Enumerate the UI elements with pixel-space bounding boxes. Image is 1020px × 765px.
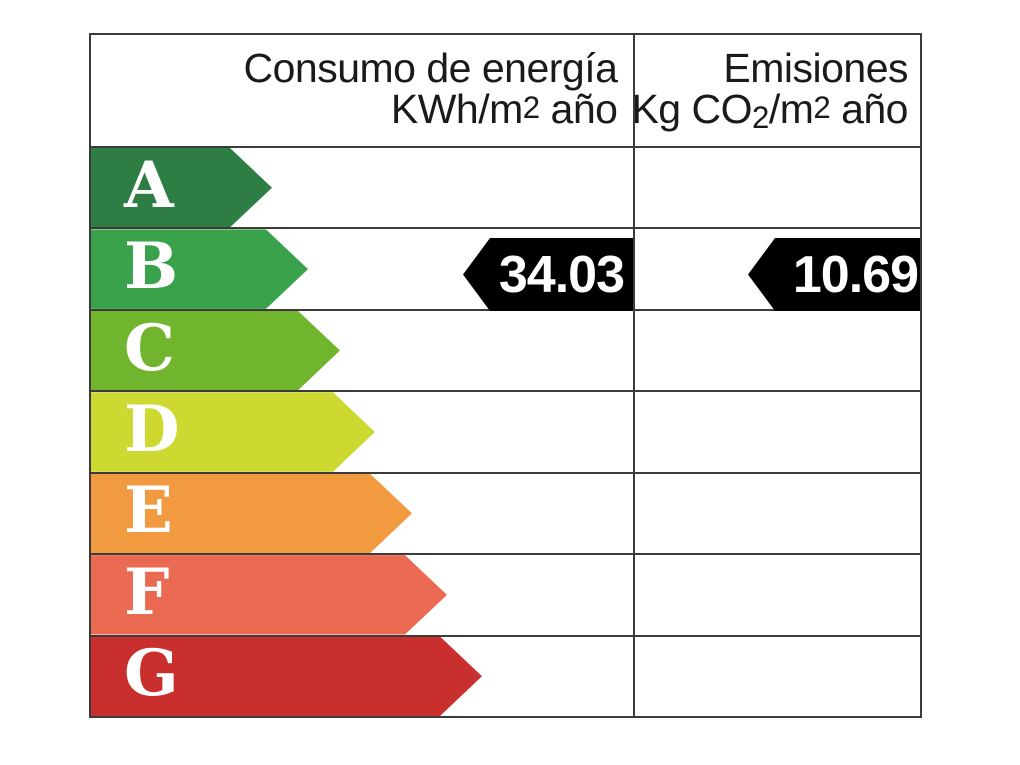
rating-row-c: C <box>91 308 920 390</box>
rating-arrow-g: G <box>91 637 482 716</box>
rating-row-a: A <box>91 146 920 227</box>
column-divider <box>633 35 635 716</box>
rating-row-f: F <box>91 553 920 634</box>
rating-row-e: E <box>91 471 920 553</box>
rating-arrow-f: F <box>91 555 447 634</box>
rating-letter-d: D <box>124 391 180 467</box>
emissions-header-line1: Emisiones <box>723 45 908 91</box>
table-header: Consumo de energía KWh/m2 año Emisiones … <box>91 35 920 146</box>
rating-letter-e: E <box>124 473 173 549</box>
rating-letter-a: A <box>124 147 174 223</box>
certificate-table: Consumo de energía KWh/m2 año Emisiones … <box>89 33 922 718</box>
consumption-value-pointer: 34.03 <box>463 238 633 311</box>
rating-arrow-e: E <box>91 474 412 553</box>
emissions-value-pointer: 10.69 <box>748 238 920 311</box>
rating-row-b: B <box>91 227 920 308</box>
superscript-2: 2 <box>522 90 540 126</box>
consumption-header-line2: KWh/m2 año <box>390 86 618 132</box>
rating-letter-b: B <box>124 229 179 305</box>
rating-letter-g: G <box>124 636 179 712</box>
rating-arrow-b: B <box>91 229 308 308</box>
emissions-column-header: Emisiones Kg CO2/m2 año <box>631 35 920 146</box>
emissions-value: 10.69 <box>792 245 919 304</box>
consumption-value: 34.03 <box>498 245 625 304</box>
rating-letter-f: F <box>124 554 170 630</box>
emissions-header-line2: Kg CO2/m2 año <box>631 86 908 135</box>
subscript-2: 2 <box>751 99 769 135</box>
rating-arrow-a: A <box>91 148 272 227</box>
rating-arrow-c: C <box>91 311 340 390</box>
consumption-column-header: Consumo de energía KWh/m2 año <box>91 35 631 146</box>
consumption-header-line1: Consumo de energía <box>243 45 618 91</box>
rating-arrow-d: D <box>91 392 375 471</box>
superscript-2: 2 <box>813 90 831 126</box>
rating-row-d: D <box>91 390 920 471</box>
rating-letter-c: C <box>124 310 175 386</box>
rating-row-g: G <box>91 634 920 716</box>
rating-rows: A B C D E <box>91 146 920 716</box>
